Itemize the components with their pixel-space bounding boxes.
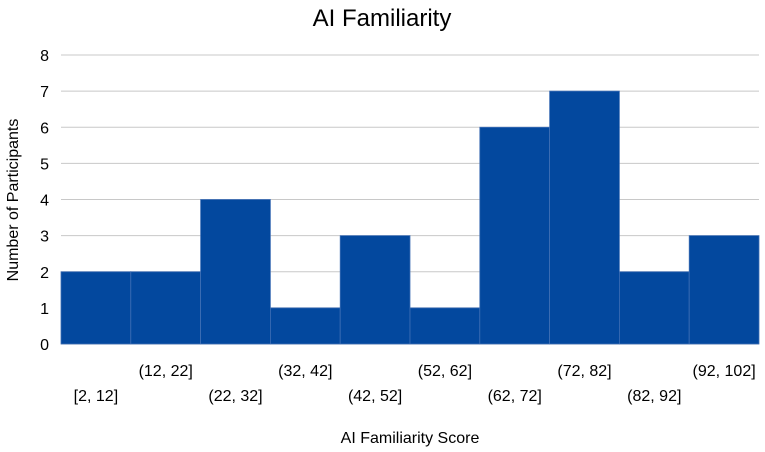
y-tick-label: 2 bbox=[40, 265, 49, 282]
histogram-bar bbox=[549, 90, 620, 345]
histogram-bar bbox=[619, 271, 690, 345]
histogram-bar bbox=[339, 235, 411, 345]
x-tick-label: (22, 32] bbox=[208, 388, 262, 405]
y-tick-label: 6 bbox=[40, 120, 49, 137]
x-axis-label: AI Familiarity Score bbox=[341, 430, 480, 447]
chart-title: AI Familiarity bbox=[313, 5, 452, 32]
y-axis-label: Number of Participants bbox=[5, 119, 22, 282]
x-tick-label: (32, 42] bbox=[278, 363, 332, 380]
x-tick-label: (82, 92] bbox=[627, 388, 681, 405]
x-tick-label: (92, 102] bbox=[693, 363, 756, 380]
bars bbox=[60, 90, 760, 345]
x-tick-label: [2, 12] bbox=[74, 388, 118, 405]
histogram-bar bbox=[60, 271, 132, 345]
histogram-bar bbox=[130, 271, 202, 345]
x-tick-label: (12, 22] bbox=[139, 363, 193, 380]
y-tick-label: 5 bbox=[40, 156, 49, 173]
histogram-bar bbox=[269, 307, 341, 345]
y-tick-label: 7 bbox=[40, 84, 49, 101]
y-tick-label: 1 bbox=[40, 301, 49, 318]
histogram-bar bbox=[688, 235, 760, 345]
x-tick-label: (72, 82] bbox=[557, 363, 611, 380]
y-tick-label: 3 bbox=[40, 229, 49, 246]
y-tick-label: 0 bbox=[40, 337, 49, 354]
x-tick-label: (42, 52] bbox=[348, 388, 402, 405]
y-tick-label: 8 bbox=[40, 48, 49, 65]
x-tick-label: (52, 62] bbox=[418, 363, 472, 380]
histogram-bar bbox=[409, 307, 481, 345]
histogram-bar bbox=[200, 199, 271, 345]
y-tick-label: 4 bbox=[40, 193, 49, 210]
x-tick-label: (62, 72] bbox=[488, 388, 542, 405]
histogram-bar bbox=[479, 126, 550, 345]
x-tick-labels: [2, 12] (12, 22] (22, 32] (32, 42] (42, 52] (… bbox=[74, 363, 756, 405]
y-tick-labels: 0 1 2 3 4 5 6 7 8 bbox=[40, 48, 49, 354]
